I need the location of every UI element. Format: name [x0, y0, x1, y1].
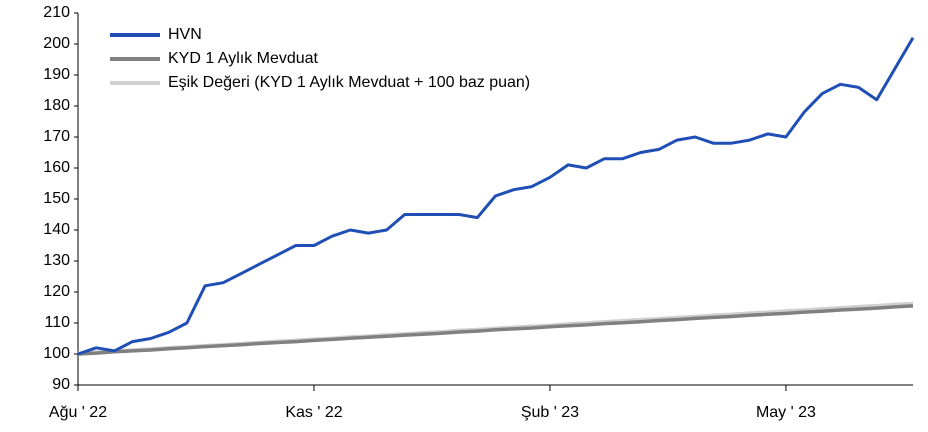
y-tick-label: 150	[43, 190, 70, 207]
y-tick-label: 180	[43, 97, 70, 114]
y-tick-label: 140	[43, 221, 70, 238]
legend-label: Eşik Değeri (KYD 1 Aylık Mevduat + 100 b…	[168, 74, 530, 91]
x-tick-label: Kas ' 22	[285, 404, 342, 421]
x-tick-label: Ağu ' 22	[49, 404, 107, 421]
x-tick-label: May ' 23	[756, 404, 816, 421]
y-tick-label: 110	[44, 314, 70, 331]
legend-label: HVN	[168, 26, 202, 43]
series-line	[77, 304, 914, 356]
y-tick-label: 90	[52, 376, 70, 393]
y-tick-label: 200	[43, 35, 70, 52]
y-tick-label: 130	[43, 252, 70, 269]
y-tick-label: 190	[43, 66, 70, 83]
legend-label: KYD 1 Aylık Mevduat	[168, 50, 319, 67]
y-tick-label: 100	[43, 345, 70, 362]
x-tick-label: Şub ' 23	[521, 404, 579, 421]
y-tick-label: 160	[43, 159, 70, 176]
y-tick-label: 120	[43, 283, 70, 300]
series-line	[77, 37, 915, 356]
y-tick-label: 170	[43, 128, 70, 145]
y-tick-label: 210	[43, 4, 70, 21]
